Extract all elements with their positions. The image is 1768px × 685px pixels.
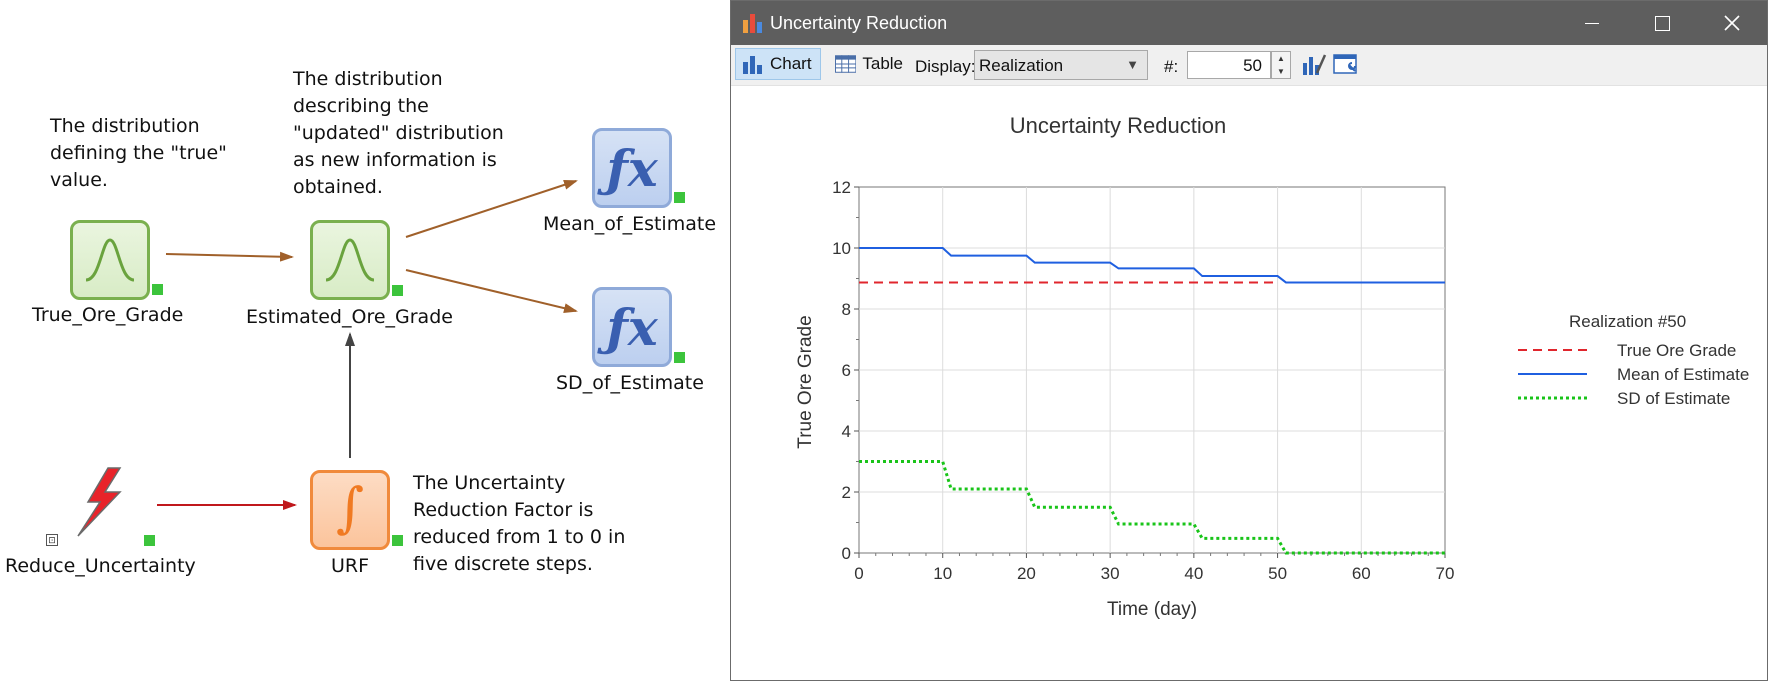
node-label[interactable]: SD_of_Estimate bbox=[556, 372, 704, 394]
note-urf: The Uncertainty Reduction Factor is redu… bbox=[413, 470, 625, 578]
status-indicator bbox=[392, 285, 403, 296]
y-tick-label: 8 bbox=[842, 300, 851, 319]
node-label[interactable]: Estimated_Ore_Grade bbox=[246, 306, 453, 328]
link-true-to-estimated[interactable] bbox=[165, 251, 294, 262]
table-tab-label: Table bbox=[862, 54, 903, 73]
x-axis-label: Time (day) bbox=[1107, 599, 1197, 620]
y-tick-label: 6 bbox=[842, 361, 851, 380]
x-tick-label: 20 bbox=[1017, 564, 1036, 583]
table-icon bbox=[835, 55, 857, 73]
display-select[interactable]: Realization ▼ bbox=[974, 50, 1148, 80]
node-label[interactable]: Mean_of_Estimate bbox=[543, 213, 717, 235]
realization-number-input[interactable]: 50 bbox=[1187, 51, 1271, 79]
note-true-ore-grade: The distribution defining the "true" val… bbox=[50, 113, 227, 194]
spin-up-icon[interactable]: ▲ bbox=[1277, 54, 1285, 63]
bell-curve-icon[interactable] bbox=[70, 220, 150, 300]
x-tick-label: 70 bbox=[1436, 564, 1455, 583]
realization-spinner[interactable]: ▲ ▼ bbox=[1271, 51, 1291, 79]
maximize-icon bbox=[1654, 15, 1670, 31]
window-settings-icon[interactable] bbox=[1333, 53, 1359, 77]
status-indicator bbox=[392, 535, 403, 546]
diagram-links bbox=[157, 180, 578, 510]
legend-title: Realization #50 bbox=[1569, 312, 1686, 331]
note-line: Reduction Factor is bbox=[413, 499, 594, 521]
y-tick-label: 4 bbox=[842, 422, 851, 441]
legend-label: SD of Estimate bbox=[1617, 389, 1730, 408]
x-tick-label: 50 bbox=[1268, 564, 1287, 583]
window-title: Uncertainty Reduction bbox=[770, 12, 948, 33]
chart-tab-label: Chart bbox=[770, 54, 812, 73]
chart-area: Uncertainty Reduction 0 10 20 30 40 50 60 70 0 2 4 6… bbox=[731, 86, 1767, 680]
legend-label: Mean of Estimate bbox=[1617, 365, 1749, 384]
fx-icon[interactable]: ƒx bbox=[592, 128, 672, 208]
minimize-button[interactable] bbox=[1557, 1, 1627, 45]
x-tick-label: 10 bbox=[933, 564, 952, 583]
expand-icon[interactable]: ⊡ bbox=[46, 534, 58, 546]
lightning-bolt-icon[interactable] bbox=[74, 466, 126, 538]
bar-chart-app-icon bbox=[742, 12, 764, 34]
result-window: Uncertainty Reduction Chart Table bbox=[730, 0, 1768, 681]
y-tick-label: 2 bbox=[842, 483, 851, 502]
status-indicator bbox=[674, 192, 685, 203]
note-line: obtained. bbox=[293, 176, 383, 198]
note-line: five discrete steps. bbox=[413, 553, 593, 575]
line-chart: Uncertainty Reduction 0 10 20 30 40 50 60 70 0 2 4 6… bbox=[795, 113, 1749, 620]
status-indicator bbox=[152, 284, 163, 295]
note-line: as new information is bbox=[293, 149, 497, 171]
close-icon bbox=[1724, 15, 1740, 31]
note-line: describing the bbox=[293, 95, 429, 117]
display-label: Display: bbox=[915, 57, 976, 76]
link-estimated-to-sd[interactable] bbox=[405, 269, 578, 314]
node-label[interactable]: URF bbox=[331, 555, 370, 577]
note-line: The distribution bbox=[293, 68, 443, 90]
chart-icon bbox=[743, 56, 762, 74]
chart-tab-button[interactable]: Chart bbox=[735, 48, 821, 80]
display-select-value: Realization bbox=[979, 56, 1064, 75]
link-estimated-to-mean[interactable] bbox=[405, 180, 578, 238]
fx-icon[interactable]: ƒx bbox=[592, 287, 672, 367]
node-label[interactable]: True_Ore_Grade bbox=[32, 304, 184, 326]
chevron-down-icon: ▼ bbox=[1126, 57, 1139, 72]
x-tick-label: 60 bbox=[1352, 564, 1371, 583]
note-line: defining the "true" bbox=[50, 142, 227, 164]
spin-down-icon[interactable]: ▼ bbox=[1277, 67, 1285, 76]
y-tick-label: 12 bbox=[832, 178, 851, 197]
note-line: value. bbox=[50, 169, 108, 191]
note-estimated-ore-grade: The distribution describing the "updated… bbox=[293, 66, 504, 201]
note-line: "updated" distribution bbox=[293, 122, 504, 144]
title-bar[interactable]: Uncertainty Reduction bbox=[731, 1, 1767, 45]
toolbar: Chart Table Display: Realization ▼ #: 50… bbox=[731, 45, 1767, 86]
close-button[interactable] bbox=[1697, 1, 1767, 45]
maximize-button[interactable] bbox=[1627, 1, 1697, 45]
x-tick-label: 0 bbox=[854, 564, 863, 583]
chart-title: Uncertainty Reduction bbox=[1010, 113, 1226, 138]
legend-label: True Ore Grade bbox=[1617, 341, 1736, 360]
y-tick-label: 0 bbox=[842, 544, 851, 563]
chart-properties-icon[interactable] bbox=[1301, 53, 1327, 77]
note-line: The Uncertainty bbox=[413, 472, 566, 494]
x-tick-label: 30 bbox=[1101, 564, 1120, 583]
table-tab-button[interactable]: Table bbox=[829, 48, 909, 80]
integral-icon[interactable]: ∫ bbox=[310, 470, 390, 550]
minimize-icon bbox=[1585, 22, 1599, 24]
note-line: reduced from 1 to 0 in bbox=[413, 526, 626, 548]
x-tick-label: 40 bbox=[1184, 564, 1203, 583]
note-line: The distribution bbox=[50, 115, 200, 137]
status-indicator bbox=[144, 535, 155, 546]
status-indicator bbox=[674, 352, 685, 363]
y-axis-label: True Ore Grade bbox=[795, 315, 816, 448]
node-label[interactable]: Reduce_Uncertainty bbox=[5, 555, 196, 577]
y-tick-label: 10 bbox=[832, 239, 851, 258]
bell-curve-icon[interactable] bbox=[310, 220, 390, 300]
realization-number-label: #: bbox=[1164, 57, 1179, 76]
model-diagram: The distribution defining the "true" val… bbox=[0, 0, 730, 681]
series-line-mean-of-estimate bbox=[859, 247, 1445, 284]
